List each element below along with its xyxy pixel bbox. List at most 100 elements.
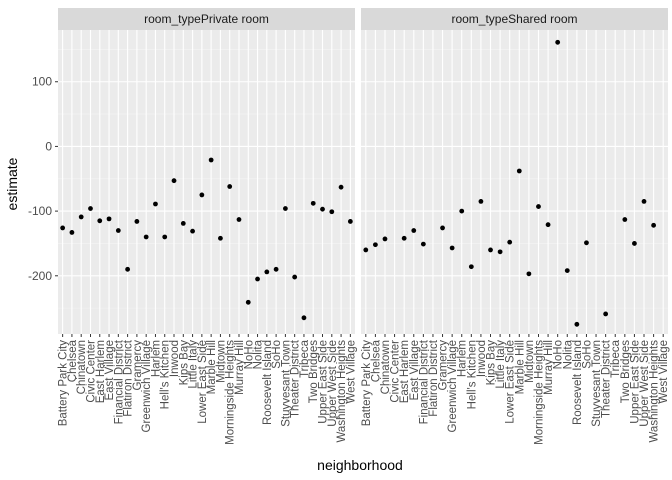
x-tick-label: NoHo — [553, 340, 565, 369]
x-tick-label: Theater District — [290, 339, 302, 418]
x-tick-label: NoHo — [243, 340, 255, 369]
x-tick-label: Financial District — [418, 339, 430, 424]
data-point — [622, 217, 628, 222]
data-point — [603, 311, 609, 317]
data-point — [255, 276, 260, 282]
x-tick-label: Chinatown — [380, 340, 392, 394]
x-tick-label: East Village — [409, 340, 421, 401]
data-point — [372, 242, 378, 248]
data-point — [190, 228, 195, 234]
data-point — [632, 241, 637, 246]
x-tick-label: West Village — [345, 340, 357, 404]
data-point — [301, 315, 307, 321]
x-tick-label: Tribeca — [299, 339, 311, 378]
data-point — [236, 217, 242, 222]
data-point — [60, 225, 66, 231]
data-point — [153, 201, 158, 207]
data-point — [320, 206, 325, 212]
data-point — [478, 199, 484, 204]
x-tick-label: Kips Bay — [178, 340, 190, 386]
data-point — [411, 228, 417, 233]
data-point — [227, 184, 233, 189]
x-tick-label: SoHo — [271, 340, 283, 369]
x-tick-label: Flatiron District — [123, 339, 135, 416]
x-tick-label: Two Bridges — [620, 340, 632, 404]
x-tick-label: Upper West Side — [639, 340, 651, 427]
facet-strip-label: room_typeShared room — [451, 12, 577, 26]
data-point — [218, 235, 223, 241]
x-tick-label: Marble Hill — [206, 340, 218, 394]
data-point — [641, 199, 647, 204]
facet-panel: room_typeShared room — [361, 8, 668, 334]
x-tick-label: Inwood — [476, 340, 488, 377]
x-tick-label: Stuyvesant Town — [591, 340, 603, 427]
x-tick-label: Kips Bay — [486, 340, 498, 386]
x-tick-label: West Village — [658, 340, 670, 404]
x-tick-label: Nolita — [562, 339, 574, 369]
data-point — [564, 268, 570, 274]
data-point — [651, 222, 657, 228]
panel-background — [58, 30, 355, 334]
data-point — [310, 200, 316, 206]
x-tick-label: Roosevelt Island — [572, 340, 584, 425]
x-tick-label: Midtown — [524, 340, 536, 383]
x-tick-label: Gramercy — [132, 340, 144, 391]
x-tick-label: East Village — [104, 340, 116, 401]
x-tick-label: Tribeca — [610, 339, 622, 378]
y-tick-label: 100 — [32, 75, 52, 89]
x-tick-label: Midtown — [215, 340, 227, 383]
x-tick-label: Gramercy — [438, 340, 450, 391]
data-point — [78, 214, 84, 220]
data-point — [555, 39, 561, 45]
data-point — [273, 266, 279, 272]
data-point — [420, 241, 426, 247]
x-tick-label: Morningside Heights — [225, 340, 237, 445]
x-tick-label: Upper East Side — [629, 340, 641, 424]
panel-background — [361, 30, 668, 334]
data-point — [468, 264, 474, 270]
data-point — [199, 192, 205, 198]
x-tick-label: Civic Center — [390, 340, 402, 403]
x-tick-label: Financial District — [113, 339, 125, 424]
x-tick-label: SoHo — [581, 340, 593, 369]
facet-strip-label: room_typePrivate room — [144, 12, 269, 26]
facet-strip — [361, 8, 668, 30]
data-point — [440, 225, 445, 231]
x-tick-label: East Harlem — [95, 340, 107, 403]
data-point — [69, 230, 75, 235]
data-point — [264, 269, 270, 275]
x-tick-label: Greenwich Village — [447, 340, 459, 432]
x-tick-label: Upper East Side — [318, 340, 330, 424]
y-tick-label: 0 — [45, 139, 52, 153]
x-tick-label: Harlem — [150, 340, 162, 377]
data-point — [143, 234, 149, 240]
x-tick-label: Murray Hill — [234, 340, 246, 395]
data-point — [363, 247, 369, 253]
data-point — [338, 184, 344, 190]
data-point — [115, 228, 121, 233]
x-tick-label: Battery Park City — [58, 340, 70, 427]
x-tick-label: Inwood — [169, 340, 181, 377]
x-tick-label: Flatiron District — [428, 339, 440, 416]
data-point — [88, 206, 93, 211]
data-point — [292, 274, 298, 280]
data-point — [526, 271, 532, 277]
x-tick-label: Morningside Heights — [533, 340, 545, 445]
x-tick-label: Greenwich Village — [141, 340, 153, 432]
data-point — [106, 216, 112, 222]
data-point — [584, 240, 589, 246]
data-point — [134, 219, 140, 224]
data-point — [382, 236, 388, 242]
x-tick-label: Battery Park City — [361, 340, 373, 427]
x-tick-label: Upper West Side — [327, 340, 339, 427]
x-tick-label: Roosevelt Island — [262, 340, 274, 425]
data-point — [401, 235, 407, 241]
y-axis-title: estimate — [4, 157, 20, 210]
x-tick-label: East Harlem — [399, 340, 411, 403]
x-tick-label: Hell's Kitchen — [160, 340, 172, 409]
data-point — [97, 218, 103, 224]
x-tick-label: Civic Center — [85, 340, 97, 403]
data-point — [449, 245, 455, 251]
facet-strip — [58, 8, 355, 30]
x-tick-label: Murray Hill — [543, 340, 555, 395]
